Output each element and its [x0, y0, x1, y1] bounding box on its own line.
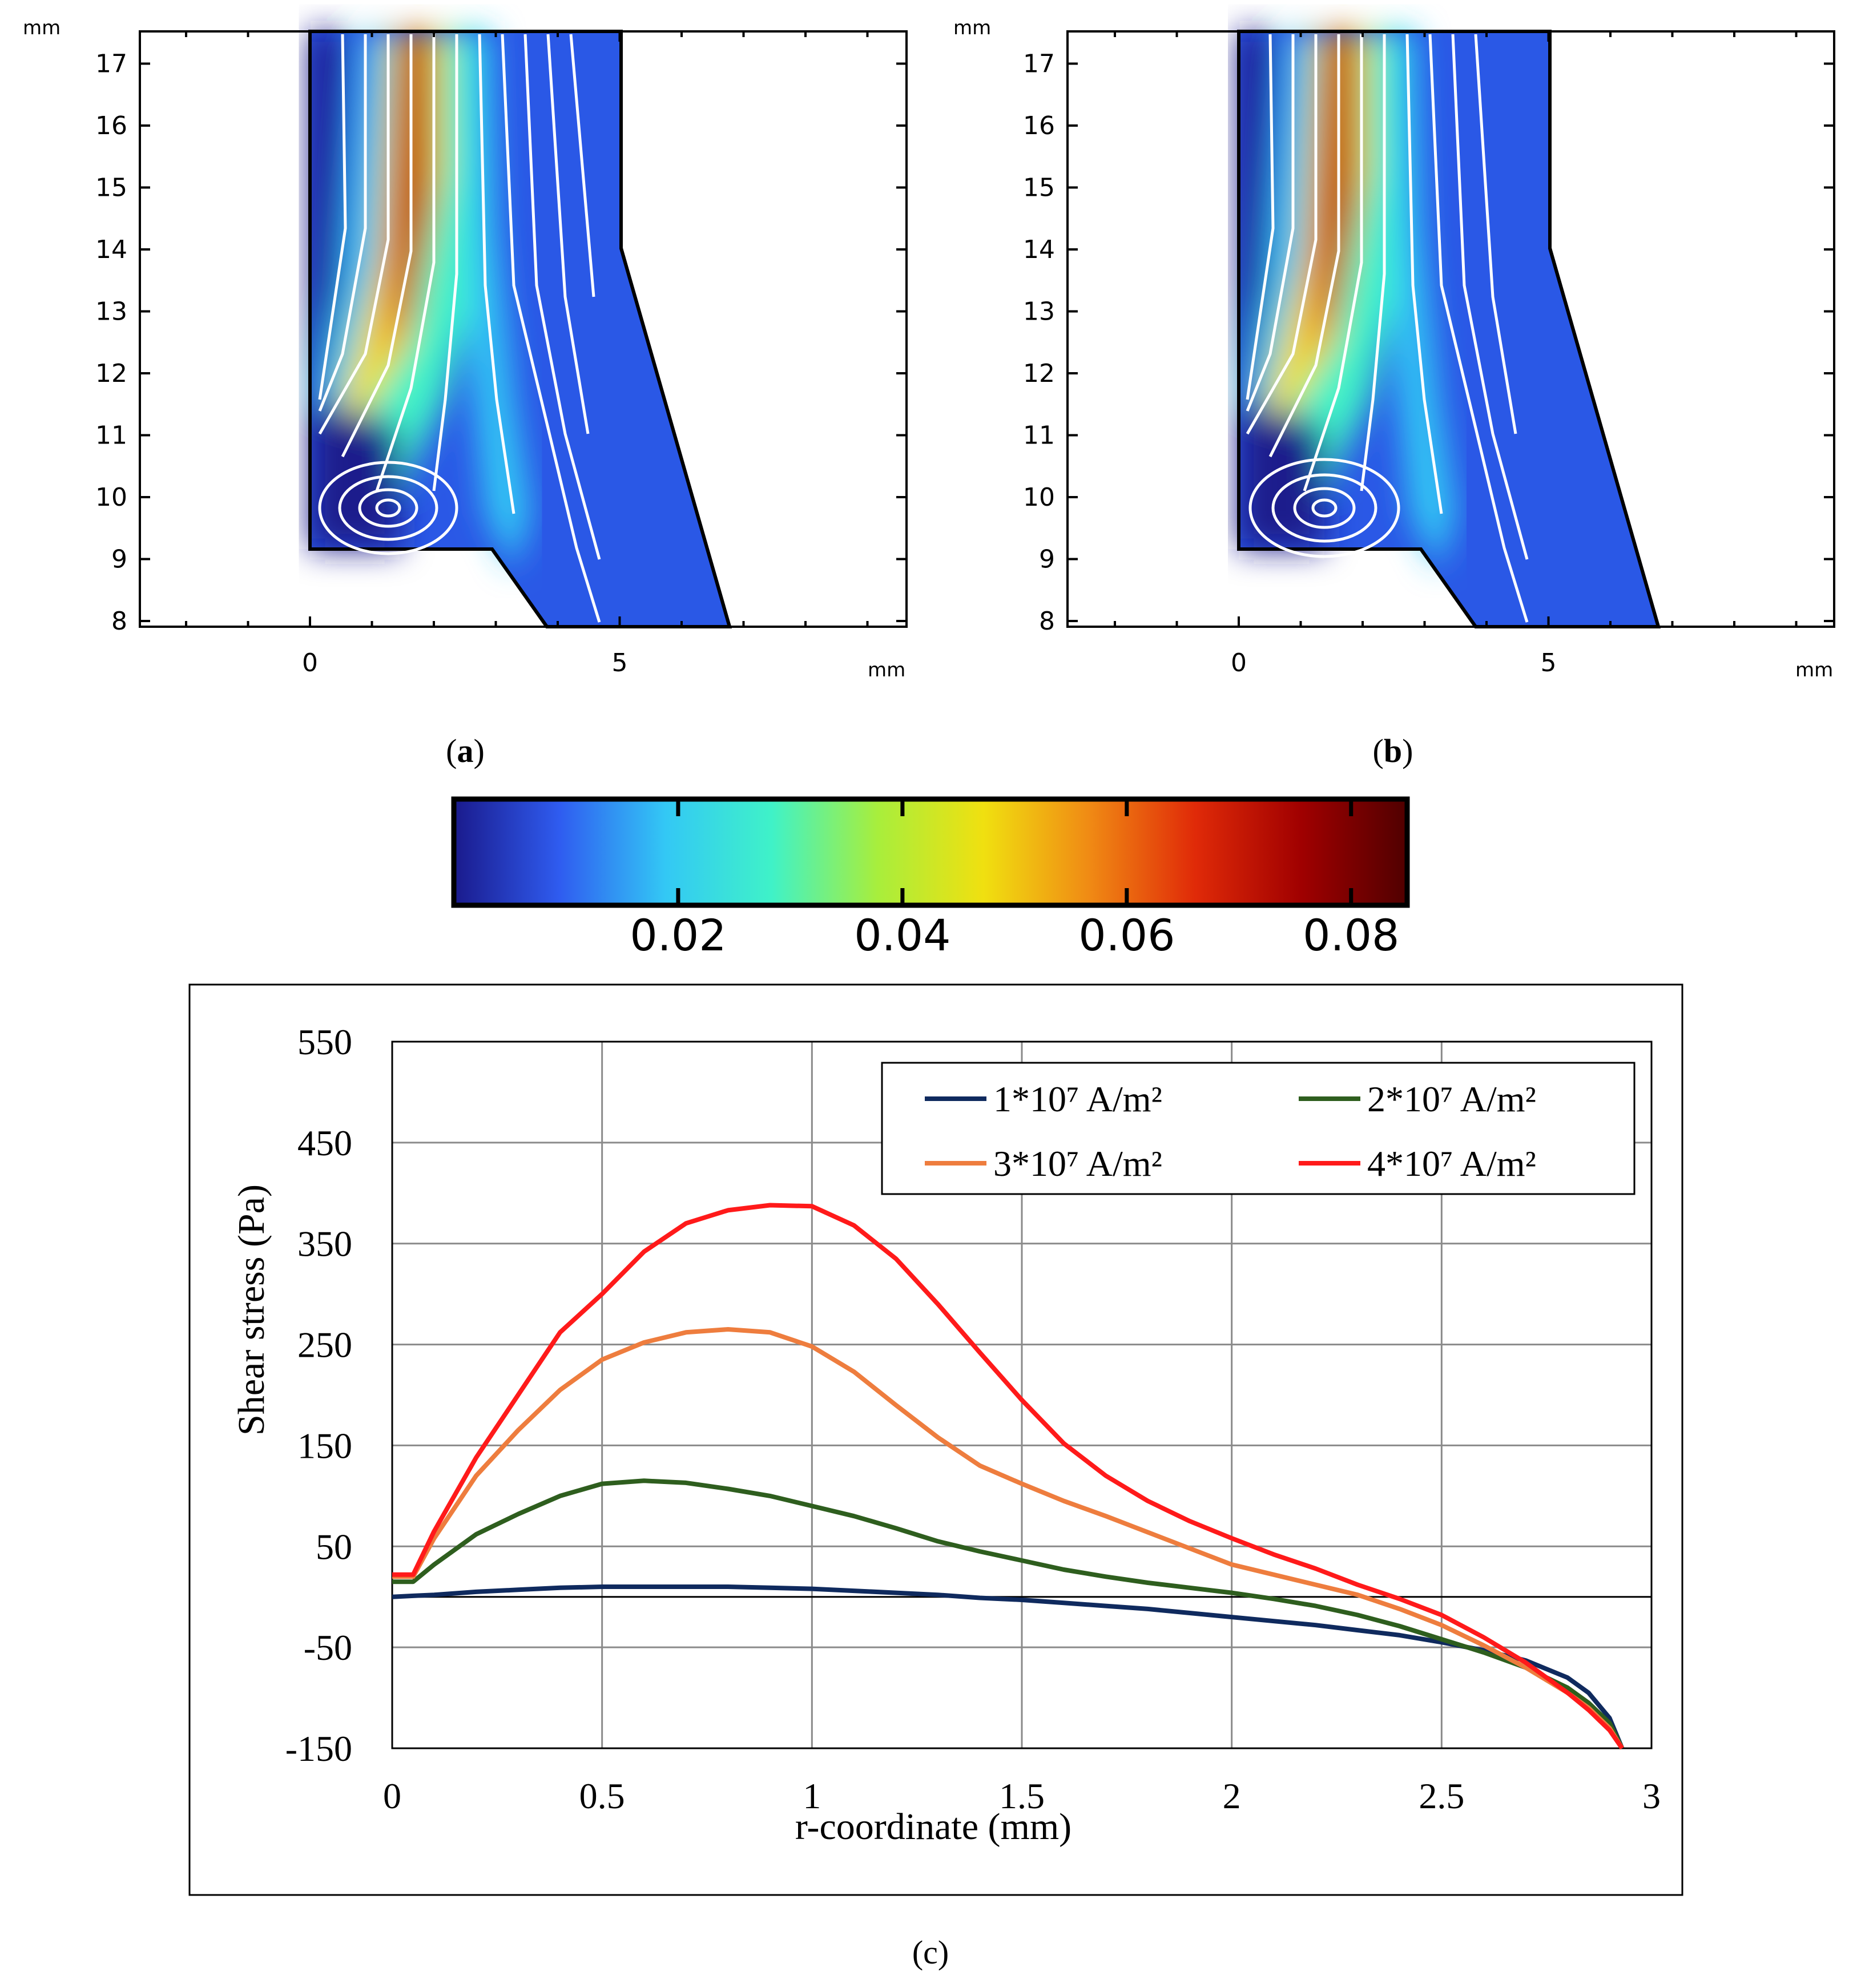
x-tick-label: 5	[1541, 648, 1557, 678]
series-line-2	[392, 1478, 1625, 1749]
y-axis-label: Shear stress (Pa)	[231, 1184, 272, 1435]
velocity-field	[1237, 30, 1661, 628]
colorbar-tick-label: 0.06	[1078, 910, 1175, 961]
plot-area-frame	[391, 1041, 1653, 1749]
y-tick-label: 12	[95, 359, 127, 388]
legend: 1*10⁷ A/m² 2*10⁷ A/m² 3*10⁷ A/m² 4*10⁷ A/m²	[881, 1062, 1636, 1195]
streamlines	[1246, 34, 1529, 623]
x-tick-label: 0.5	[579, 1776, 625, 1816]
y-tick-label: 16	[1023, 111, 1055, 140]
panel-b-label: (b)	[1373, 732, 1413, 769]
legend-box	[881, 1062, 1636, 1195]
streamlines	[318, 34, 601, 623]
x-tick-label: 1	[803, 1776, 821, 1816]
series-line-4	[392, 1203, 1624, 1750]
x-tick-label: 0	[383, 1776, 401, 1816]
y-tick-label: 450	[297, 1123, 352, 1163]
line-chart-panel-c: 0 0.5 1 1.5 2 2.5 3 550 450 350 250 150 50 -50 -150 r…	[188, 983, 1683, 1971]
panel-c-label: (c)	[912, 1934, 949, 1971]
y-tick-label: 10	[95, 483, 127, 512]
y-tick-label: 17	[1023, 50, 1055, 79]
y-tick-label: 250	[297, 1325, 352, 1365]
y-tick-label: 16	[95, 111, 127, 140]
y-tick-label: 10	[1023, 483, 1055, 512]
colorbar-tick-label: 0.08	[1303, 910, 1399, 961]
colorbar-tick-label: 0.04	[854, 910, 950, 961]
legend-label: 4*10⁷ A/m²	[1367, 1143, 1536, 1184]
panel-a-label: (a)	[446, 732, 485, 769]
y-tick-labels: 550 450 350 250 150 50 -50 -150	[285, 1022, 352, 1769]
y-tick-label: 11	[1023, 421, 1055, 450]
colorbar: 0.02 0.04 0.06 0.08	[451, 796, 1410, 961]
y-tick-label: 8	[111, 607, 127, 636]
y-unit-label: mm	[953, 17, 991, 39]
y-tick-label: 14	[1023, 235, 1055, 264]
y-tick-label: 14	[95, 235, 127, 264]
x-tick-label: 3	[1642, 1776, 1661, 1816]
x-axis-label: r-coordinate (mm)	[795, 1806, 1072, 1848]
legend-label: 1*10⁷ A/m²	[993, 1079, 1162, 1119]
y-tick-label: 15	[1023, 174, 1055, 203]
x-tick-labels: 0 0.5 1 1.5 2 2.5 3	[383, 1776, 1661, 1816]
y-unit-label: mm	[23, 17, 61, 39]
y-tick-label: 12	[1023, 359, 1055, 388]
y-tick-label: 50	[316, 1526, 352, 1567]
colorbar-tick-label: 0.02	[630, 910, 726, 961]
y-tick-label: -50	[304, 1627, 352, 1668]
legend-label: 3*10⁷ A/m²	[993, 1143, 1162, 1184]
y-tick-label: -150	[285, 1728, 352, 1769]
x-tick-label: 0	[302, 648, 318, 678]
x-unit-label: mm	[1795, 659, 1833, 682]
y-tick-label: 13	[1023, 297, 1055, 326]
colorbar-ticks: 0.02 0.04 0.06 0.08	[630, 799, 1399, 961]
axis-ticks: 8 9 10 11 12 13 14 15 16 17 0 5	[95, 31, 907, 678]
y-tick-label: 350	[297, 1224, 352, 1264]
x-unit-label: mm	[868, 659, 905, 682]
x-tick-label: 5	[612, 648, 628, 678]
y-tick-label: 8	[1039, 607, 1055, 636]
y-tick-label: 150	[297, 1425, 352, 1466]
axis-ticks: 8 9 10 11 12 13 14 15 16 17 0 5	[1023, 31, 1834, 678]
velocity-colormap	[310, 31, 531, 571]
y-tick-label: 9	[1039, 545, 1055, 574]
y-tick-label: 15	[95, 174, 127, 203]
axes-frame	[139, 30, 908, 628]
y-tick-label: 550	[297, 1022, 352, 1062]
colorbar-gradient	[451, 796, 1410, 908]
contour-panel-a: 8 9 10 11 12 13 14 15 16 17 0 5 mm mm (a)	[23, 17, 908, 769]
x-tick-label: 1.5	[999, 1776, 1045, 1816]
y-tick-label: 13	[95, 297, 127, 326]
x-tick-label: 2	[1223, 1776, 1241, 1816]
y-tick-label: 11	[95, 421, 127, 450]
x-tick-label: 2.5	[1419, 1776, 1464, 1816]
y-tick-label: 17	[95, 50, 127, 79]
contour-panel-b: 8 9 10 11 12 13 14 15 16 17 0 5 mm mm (b)	[953, 17, 1835, 769]
series-lines	[392, 1203, 1625, 1750]
y-tick-label: 9	[111, 545, 127, 574]
velocity-field	[308, 30, 732, 628]
legend-label: 2*10⁷ A/m²	[1367, 1079, 1536, 1119]
x-tick-label: 0	[1231, 648, 1247, 678]
series-line-3	[392, 1327, 1624, 1750]
axes-frame	[1066, 30, 1835, 628]
